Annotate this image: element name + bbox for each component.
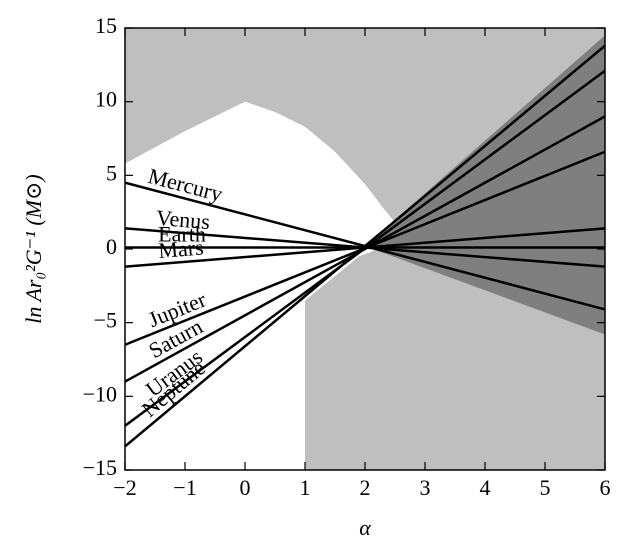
y-tick-label: 0	[106, 234, 117, 259]
y-tick-label: 10	[95, 87, 117, 112]
x-tick-label: −1	[173, 475, 196, 500]
x-axis-label: α	[359, 515, 371, 540]
x-tick-label: −2	[113, 475, 136, 500]
y-axis-label: ln Ar₀²G⁻¹ (M⊙)	[21, 174, 46, 323]
x-tick-label: 4	[480, 475, 491, 500]
series-line	[124, 44, 606, 448]
y-tick-label: −10	[83, 381, 117, 406]
y-tick-label: 15	[95, 13, 117, 38]
x-tick-label: 5	[540, 475, 551, 500]
x-tick-label: 0	[240, 475, 251, 500]
x-tick-label: 6	[600, 475, 611, 500]
y-tick-label: −5	[94, 308, 117, 333]
series-line	[124, 69, 606, 427]
y-tick-label: −15	[83, 455, 117, 480]
x-tick-label: 3	[420, 475, 431, 500]
shaded-region	[365, 35, 605, 335]
series-label: Earth	[158, 222, 206, 247]
series-label: Mars	[157, 234, 204, 263]
shaded-region	[125, 101, 401, 471]
y-tick-label: 5	[106, 160, 117, 185]
series-label: Venus	[155, 205, 211, 234]
x-tick-label: 1	[300, 475, 311, 500]
x-tick-label: 2	[360, 475, 371, 500]
